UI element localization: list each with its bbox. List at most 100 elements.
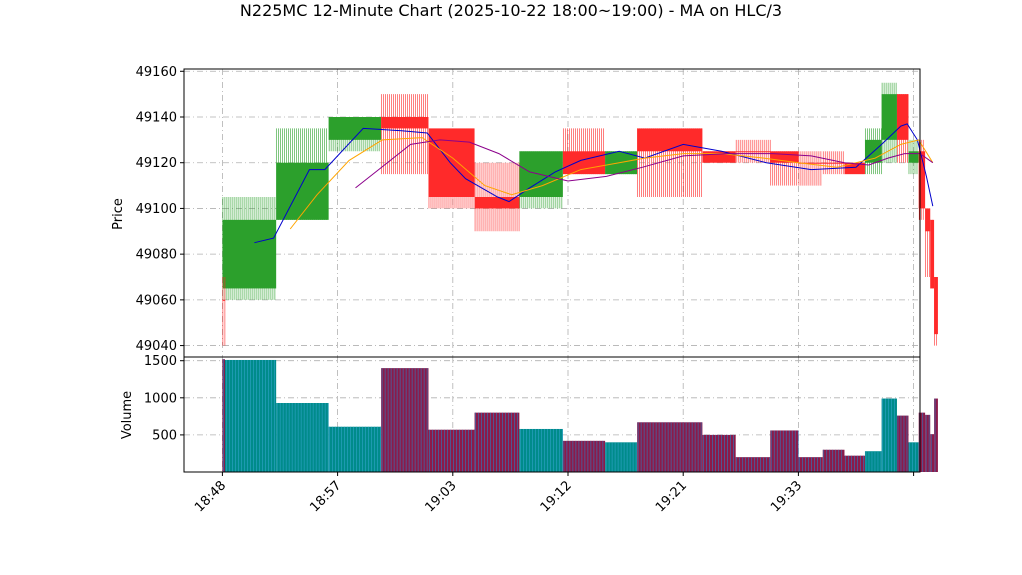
moving-average-lines — [254, 123, 934, 244]
candle — [908, 139, 919, 175]
candle — [562, 128, 606, 175]
volume-bar-fill — [930, 434, 935, 472]
candle-body — [222, 299, 225, 301]
candle — [735, 139, 771, 163]
time-axis: 18:48 18:57 19:03 19:12 19:21 19:33 — [192, 472, 915, 515]
candle — [822, 151, 845, 175]
price-tick-label: 49160 — [136, 65, 177, 80]
volume-bar-fill — [934, 398, 938, 472]
candle — [930, 219, 935, 289]
price-tick-label: 49120 — [136, 156, 177, 171]
volume-bar — [605, 442, 638, 472]
candle-body — [844, 162, 865, 175]
candle — [770, 151, 799, 186]
candle-body — [562, 151, 606, 175]
volume-bar-fill — [428, 429, 475, 472]
candle-body — [770, 151, 799, 163]
volume-bar-fill — [381, 368, 429, 472]
volume-bar — [637, 422, 703, 472]
volume-bar — [798, 457, 823, 472]
candle-body — [798, 162, 823, 164]
volume-bar — [934, 398, 938, 472]
time-tick-label: 19:03 — [423, 478, 460, 515]
candle — [222, 277, 226, 346]
volume-axis-label: Volume — [120, 391, 135, 439]
volume-bar — [328, 426, 382, 472]
volume-panel-frame — [183, 356, 921, 473]
volume-bar — [276, 403, 329, 472]
candle-body — [918, 151, 926, 209]
candle — [702, 151, 736, 163]
volume-bar-fill — [925, 414, 931, 472]
volume-bar — [222, 359, 277, 472]
candle-body — [637, 128, 703, 152]
candle-body — [822, 162, 845, 164]
volume-bar-fill — [222, 359, 277, 472]
ma-short-line — [254, 123, 934, 244]
volume-bar — [702, 434, 736, 472]
candle — [222, 197, 277, 300]
volume-bar — [381, 368, 429, 472]
volume-bar — [908, 442, 919, 472]
candle — [934, 277, 938, 346]
time-tick-label: 18:57 — [307, 478, 344, 515]
volume-bar — [844, 455, 865, 472]
volume-bar-fill — [328, 426, 382, 472]
candle-body — [881, 94, 897, 140]
candle-body — [702, 151, 736, 163]
price-axis-label: Price — [111, 198, 126, 230]
volume-bar — [519, 428, 563, 472]
candle — [881, 82, 897, 163]
candle-body — [474, 197, 520, 209]
candle — [474, 162, 520, 232]
volume-bar-fill — [896, 415, 909, 472]
candle-body — [381, 117, 429, 129]
ma-mid-line — [289, 137, 934, 230]
volume-bar-fill — [562, 440, 606, 472]
price-axis: 49040 49060 49080 49100 49120 49140 49160 — [136, 65, 184, 354]
candle-body — [896, 94, 909, 140]
volume-bars — [222, 359, 938, 472]
ma-long-line — [355, 139, 934, 189]
candle-body — [934, 277, 938, 335]
time-tick-label: 19:21 — [653, 478, 690, 515]
volume-bar — [474, 412, 520, 472]
time-tick-label: 19:33 — [768, 478, 805, 515]
time-tick-label: 18:48 — [192, 478, 229, 515]
candle — [276, 128, 329, 220]
volume-bar-fill — [735, 457, 771, 472]
candle-body — [428, 128, 475, 197]
candle — [896, 94, 909, 163]
price-tick-label: 49140 — [136, 111, 177, 126]
candle-body — [925, 208, 931, 232]
candle-body — [930, 219, 935, 289]
price-tick-label: 49040 — [136, 339, 177, 354]
price-tick-label: 49060 — [136, 293, 177, 308]
volume-tick-label: 1000 — [144, 391, 177, 406]
volume-bar-fill — [908, 442, 919, 472]
volume-bar — [822, 449, 845, 472]
price-tick-label: 49080 — [136, 248, 177, 263]
candle — [637, 128, 703, 197]
volume-bar — [925, 414, 931, 472]
volume-bar-fill — [770, 430, 799, 472]
volume-bar — [222, 359, 225, 472]
chart-title: N225MC 12-Minute Chart (2025-10-22 18:00… — [240, 1, 782, 20]
candle — [925, 208, 931, 277]
candle-body — [328, 117, 382, 140]
candle-body — [908, 151, 919, 163]
candle-body — [735, 151, 771, 153]
volume-axis: 500 1000 1500 — [144, 354, 184, 443]
volume-bar-fill — [798, 457, 823, 472]
candle-body — [222, 219, 277, 289]
price-candles — [222, 82, 938, 346]
volume-bar — [562, 440, 606, 472]
volume-tick-label: 500 — [152, 428, 177, 443]
volume-bar — [770, 430, 799, 472]
volume-bar-fill — [276, 403, 329, 472]
volume-bar — [881, 398, 897, 472]
candle — [328, 117, 382, 152]
volume-bar — [896, 415, 909, 472]
volume-bar-fill — [637, 422, 703, 472]
